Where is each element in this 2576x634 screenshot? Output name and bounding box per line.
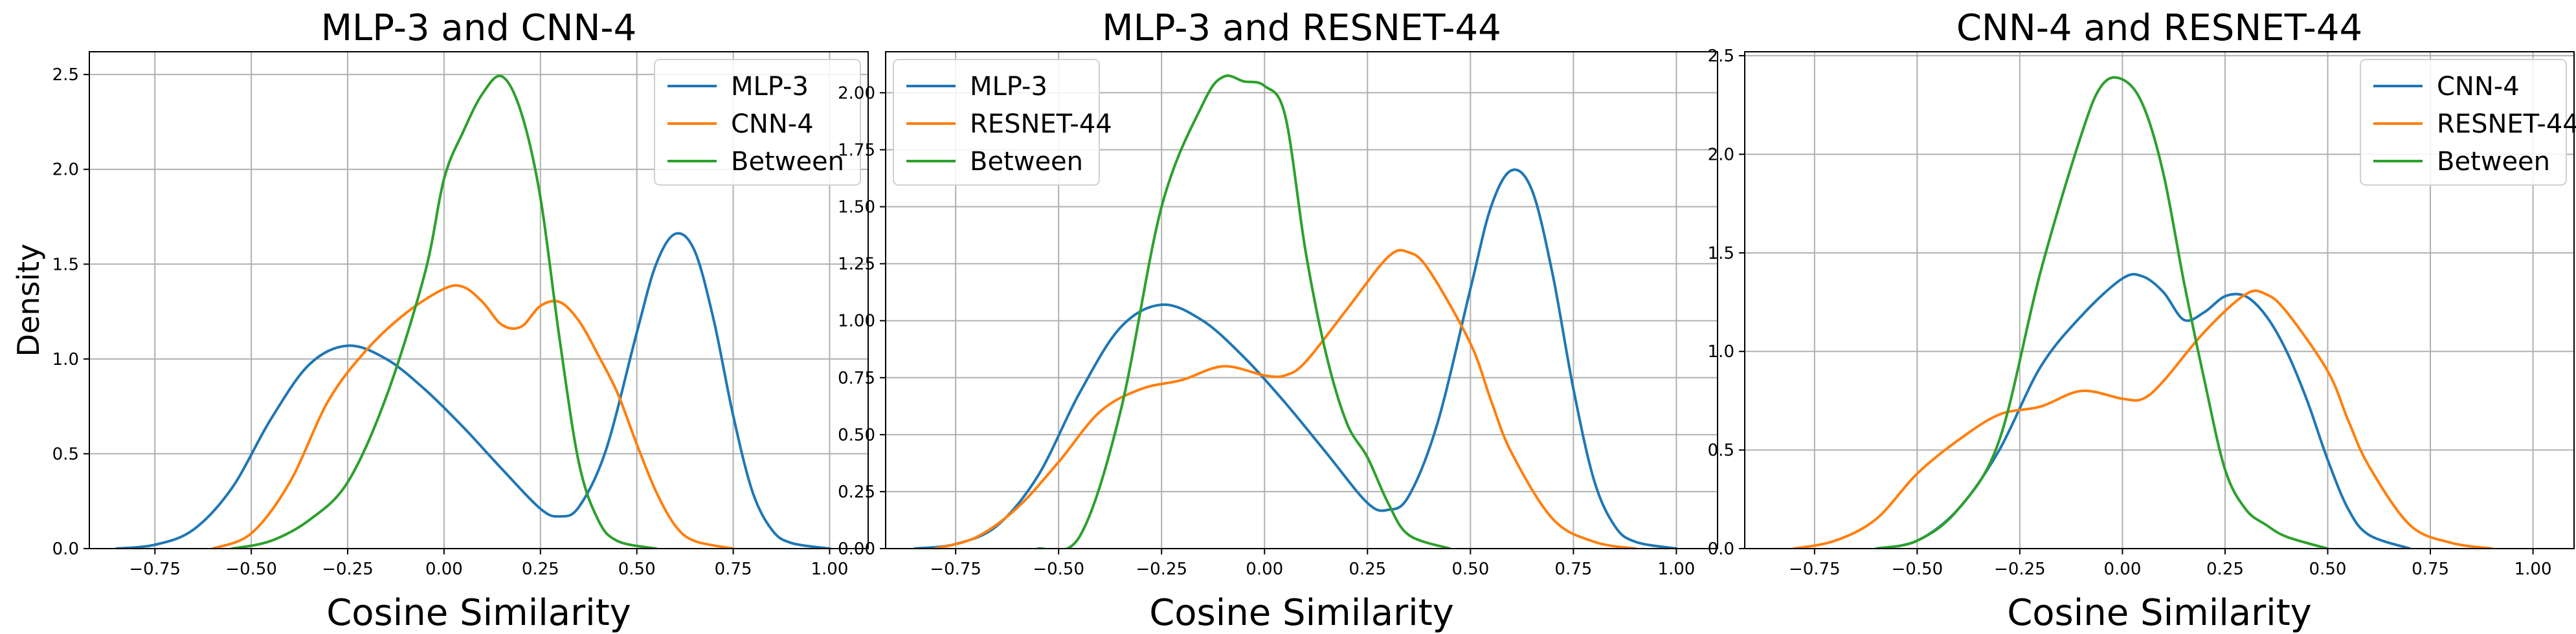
legend-label: MLP-3 — [970, 72, 1047, 102]
series-line-cnn-4 — [1874, 272, 2412, 549]
legend-label: MLP-3 — [731, 72, 809, 102]
x-tick-label: −0.25 — [322, 560, 374, 579]
y-tick-label: 0.75 — [838, 369, 875, 388]
x-axis-label: Cosine Similarity — [326, 592, 631, 634]
series-line-between — [1874, 76, 2329, 549]
axes-frame — [1744, 51, 2575, 549]
x-tick-label: 0.75 — [2412, 560, 2449, 579]
x-tick-label: −0.50 — [1892, 560, 1943, 579]
series-line-mlp-3 — [115, 232, 831, 549]
x-axis-label: Cosine Similarity — [1149, 592, 1454, 634]
x-tick-label: 0.75 — [1554, 560, 1592, 579]
series-line-mlp-3 — [913, 168, 1678, 549]
y-tick-label: 2.0 — [52, 160, 79, 180]
legend-label: Between — [970, 147, 1083, 177]
x-tick-label: 0.25 — [1349, 560, 1386, 579]
chart-panel-2: −0.75 −0.50 −0.25 0.00 0.25 0.50 0.75 1.00 0.00 0… — [838, 7, 1718, 634]
legend: MLP-3 RESNET-44 Between — [893, 59, 1112, 186]
x-tick-label: 1.00 — [811, 560, 849, 579]
x-tick-label: 0.50 — [618, 560, 656, 579]
panel-title: CNN-4 and RESNET-44 — [1956, 7, 2362, 49]
legend: CNN-4 RESNET-44 Between — [2360, 59, 2576, 186]
y-tick-label: 2.00 — [838, 83, 875, 103]
legend-label: Between — [2437, 147, 2550, 177]
y-tick-label: 0.50 — [838, 426, 875, 445]
y-tick-label: 2.5 — [52, 65, 79, 85]
x-tick-label: −0.50 — [1033, 560, 1084, 579]
y-tick-label: 1.0 — [1708, 342, 1734, 362]
axes-frame — [885, 51, 1718, 549]
x-tick-label: −0.75 — [1789, 560, 1841, 579]
legend-label: CNN-4 — [731, 109, 814, 139]
legend-label: CNN-4 — [2437, 72, 2520, 102]
chart-panel-1: −0.75 −0.50 −0.25 0.00 0.25 0.50 0.75 1.00 0.0 0.… — [11, 7, 869, 634]
y-tick-label: 1.00 — [838, 312, 875, 331]
y-axis-label: Density — [11, 244, 46, 357]
legend-label: RESNET-44 — [970, 109, 1112, 139]
legend-box — [654, 59, 861, 186]
y-tick-label: 0.00 — [838, 540, 875, 559]
x-tick-label: 1.00 — [2514, 560, 2552, 579]
x-tick-label: 0.50 — [2309, 560, 2347, 579]
x-tick-label: −0.25 — [1994, 560, 2046, 579]
series-line-between — [1036, 74, 1451, 549]
x-tick-label: 0.75 — [715, 560, 752, 579]
legend: MLP-3 CNN-4 Between — [654, 59, 861, 186]
x-tick-label: 0.00 — [2103, 560, 2141, 579]
x-tick-label: 0.50 — [1451, 560, 1489, 579]
series-group — [115, 74, 831, 549]
legend-box — [893, 59, 1100, 186]
y-tick-label: 1.50 — [838, 198, 875, 217]
x-tick-label: 0.00 — [425, 560, 463, 579]
legend-label: Between — [731, 147, 844, 177]
y-tick-label: 0.5 — [1708, 441, 1734, 461]
y-tick-label: 1.25 — [838, 255, 875, 274]
axes-frame — [89, 51, 869, 549]
legend-label: RESNET-44 — [2437, 109, 2576, 139]
x-tick-label: 0.25 — [522, 560, 559, 579]
series-group — [913, 74, 1678, 549]
series-line-between — [230, 74, 658, 549]
y-tick-label: 0.25 — [838, 483, 875, 502]
y-tick-label: 1.0 — [52, 350, 79, 369]
x-axis-label: Cosine Similarity — [2007, 592, 2312, 634]
x-tick-label: −0.75 — [129, 560, 181, 579]
y-tick-label: 0.0 — [1708, 540, 1734, 559]
x-tick-label: −0.50 — [225, 560, 277, 579]
panel-title: MLP-3 and RESNET-44 — [1102, 7, 1501, 49]
y-tick-label: 1.5 — [52, 255, 79, 274]
y-tick-label: 1.5 — [1708, 244, 1734, 263]
y-tick-label: 0.5 — [52, 444, 79, 464]
series-line-cnn-4 — [211, 284, 735, 549]
y-tick-label: 2.0 — [1708, 145, 1734, 164]
series-group — [1793, 76, 2494, 549]
series-line-resnet-44 — [934, 248, 1637, 549]
x-tick-label: −0.75 — [930, 560, 981, 579]
x-tick-label: 1.00 — [1657, 560, 1695, 579]
y-tick-label: 1.75 — [838, 140, 875, 160]
series-line-resnet-44 — [1793, 289, 2494, 549]
x-tick-label: 0.00 — [1246, 560, 1283, 579]
y-tick-label: 0.0 — [52, 540, 79, 559]
x-tick-label: −0.25 — [1136, 560, 1187, 579]
x-tick-label: 0.25 — [2206, 560, 2244, 579]
y-tick-label: 2.5 — [1708, 47, 1734, 66]
panel-title: MLP-3 and CNN-4 — [321, 7, 637, 49]
legend-box — [2360, 59, 2567, 186]
chart-panel-3: −0.75 −0.50 −0.25 0.00 0.25 0.50 0.75 1.00 0.0 0.… — [1708, 7, 2576, 634]
